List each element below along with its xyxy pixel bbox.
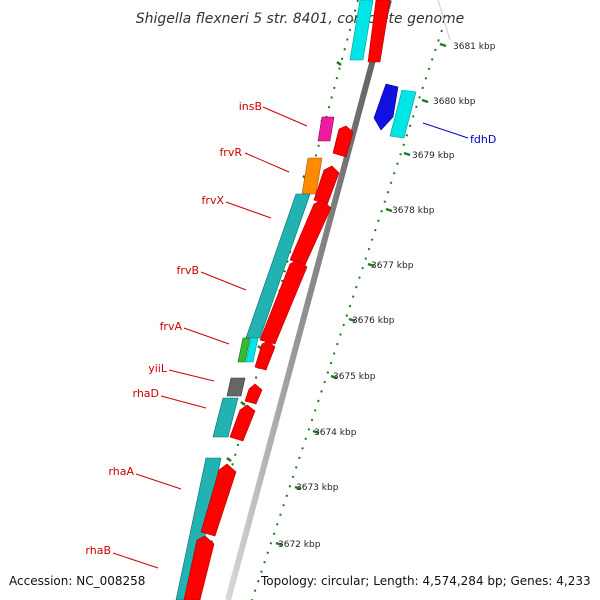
gene-labels: insB frvR frvX frvB frvA yiiL rhaD rhaA … <box>85 100 496 557</box>
gene-arrow-rhaB[interactable] <box>183 535 215 600</box>
gene-arrow-frvR[interactable] <box>313 165 340 206</box>
gene-arrow-frvB[interactable] <box>259 259 308 345</box>
gene-arrow-frvX[interactable] <box>289 199 332 266</box>
kbp-label-3680: 3680 kbp <box>433 97 476 107</box>
gene-block-rhaD[interactable] <box>212 397 239 438</box>
kbp-label-3679: 3679 kbp <box>412 151 455 161</box>
gene-block-top-cyan[interactable] <box>349 0 374 61</box>
gene-arrow-rhaD[interactable] <box>229 404 256 442</box>
backbone-track <box>225 0 392 600</box>
accession-text: Accession: NC_008258 <box>9 574 146 588</box>
gene-label-fdhD[interactable]: fdhD <box>470 133 496 146</box>
map-title: Shigella flexneri 5 str. 8401, complete … <box>136 11 465 27</box>
gene-label-rhaB[interactable]: rhaB <box>85 544 111 557</box>
gene-block-insB[interactable] <box>317 116 335 142</box>
gene-block-frvA-cyan[interactable] <box>245 337 259 363</box>
gene-label-rhaA[interactable]: rhaA <box>108 465 134 478</box>
right-major-ticks <box>275 42 447 547</box>
gene-label-frvX[interactable]: frvX <box>202 194 225 207</box>
gene-arrow-insB[interactable] <box>332 125 354 158</box>
kbp-label-3678: 3678 kbp <box>392 206 435 216</box>
label-leaders <box>112 106 469 569</box>
gene-label-yiiL[interactable]: yiiL <box>148 362 168 375</box>
kbp-labels: 3681 kbp 3680 kbp 3679 kbp 3678 kbp 3677… <box>278 42 496 550</box>
gene-label-frvA[interactable]: frvA <box>160 320 183 333</box>
scale-track <box>437 0 451 41</box>
kbp-label-3672: 3672 kbp <box>278 540 321 550</box>
gene-label-frvB[interactable]: frvB <box>177 264 199 277</box>
kbp-label-3675: 3675 kbp <box>333 372 376 382</box>
gene-block-rhaA[interactable] <box>175 457 222 600</box>
kbp-label-3676: 3676 kbp <box>352 316 395 326</box>
right-tick-track <box>251 29 443 600</box>
gene-label-insB[interactable]: insB <box>239 100 262 113</box>
gene-block-frvX-frvB[interactable] <box>245 193 311 339</box>
gene-arrow-top-red[interactable] <box>367 0 391 63</box>
gene-label-frvR[interactable]: frvR <box>219 146 242 159</box>
topology-text: Topology: circular; Length: 4,574,284 bp… <box>261 574 591 588</box>
kbp-label-3673: 3673 kbp <box>296 483 339 493</box>
gene-block-frvA-green[interactable] <box>237 337 251 363</box>
kbp-label-3674: 3674 kbp <box>314 428 357 438</box>
kbp-label-3677: 3677 kbp <box>371 261 414 271</box>
gene-block-yiiL[interactable] <box>226 377 246 397</box>
gene-arrow-fdhD[interactable] <box>373 83 399 131</box>
gene-label-rhaD[interactable]: rhaD <box>132 387 159 400</box>
gene-arrow-rhaA[interactable] <box>200 463 237 537</box>
gene-arrow-yiiL[interactable] <box>244 383 263 405</box>
gene-arrow-frvA[interactable] <box>254 340 276 371</box>
gene-block-fdhD-cyan[interactable] <box>389 89 417 139</box>
kbp-label-3681: 3681 kbp <box>453 42 496 52</box>
